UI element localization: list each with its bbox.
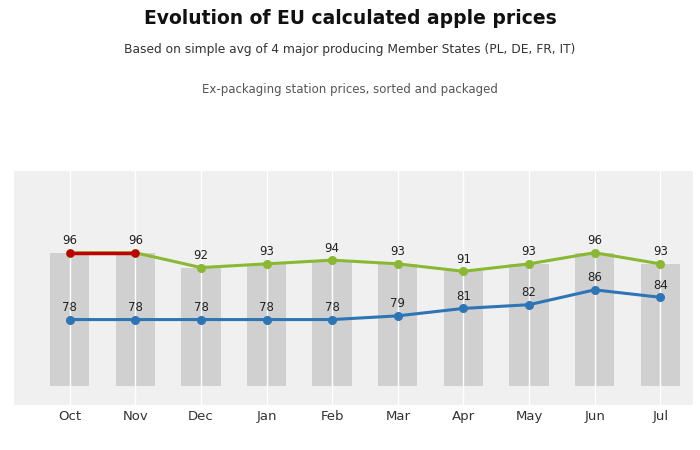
Bar [444, 271, 483, 387]
Text: 93: 93 [522, 245, 536, 258]
Text: 91: 91 [456, 253, 471, 266]
Text: 84: 84 [653, 279, 668, 292]
Text: 79: 79 [391, 297, 405, 310]
Text: 78: 78 [128, 301, 143, 314]
Text: 86: 86 [587, 271, 602, 284]
Bar [378, 264, 417, 387]
Text: 96: 96 [128, 234, 143, 247]
Bar [116, 253, 155, 387]
Text: 78: 78 [62, 301, 77, 314]
Text: Evolution of EU calculated apple prices: Evolution of EU calculated apple prices [144, 9, 556, 28]
Bar [181, 268, 220, 387]
Bar [510, 264, 549, 387]
Text: 93: 93 [653, 245, 668, 258]
Text: 93: 93 [391, 245, 405, 258]
Text: 94: 94 [325, 242, 340, 255]
Bar [312, 260, 352, 387]
Bar [640, 264, 680, 387]
Text: Based on simple avg of 4 major producing Member States (PL, DE, FR, IT): Based on simple avg of 4 major producing… [125, 43, 575, 56]
Bar [50, 253, 90, 387]
Text: 93: 93 [259, 245, 274, 258]
Text: 78: 78 [259, 301, 274, 314]
Text: 82: 82 [522, 286, 536, 299]
Bar [575, 253, 615, 387]
Text: 78: 78 [325, 301, 340, 314]
Bar [247, 264, 286, 387]
Text: 96: 96 [587, 234, 602, 247]
Text: Ex-packaging station prices, sorted and packaged: Ex-packaging station prices, sorted and … [202, 83, 498, 96]
Text: 81: 81 [456, 290, 471, 303]
Text: 96: 96 [62, 234, 77, 247]
Text: 92: 92 [193, 249, 209, 262]
Text: 78: 78 [193, 301, 209, 314]
